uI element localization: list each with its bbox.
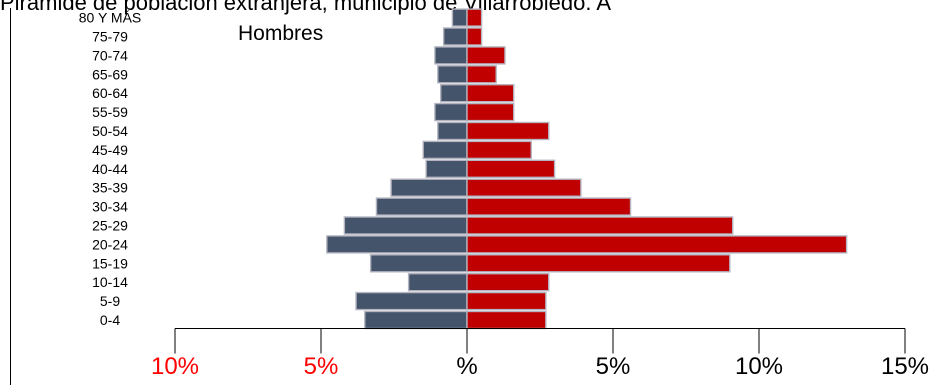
age-group-label: 20-24: [92, 236, 128, 252]
plot-frame: [10, 8, 941, 385]
male-bar-60-64: [440, 83, 468, 103]
x-tick-label: 10%: [151, 353, 199, 380]
male-bar-5-9: [355, 291, 468, 311]
age-group-label: 15-19: [92, 255, 128, 271]
female-bar-65-69: [466, 65, 497, 84]
female-bar-70-74: [466, 46, 506, 65]
age-group-label: 30-34: [92, 199, 128, 215]
x-tick-label: %: [456, 353, 477, 380]
female-bar-35-39: [466, 178, 582, 197]
male-bar-80-y-más: [451, 8, 468, 27]
age-group-label: 75-79: [92, 29, 128, 45]
male-bar-0-4: [364, 310, 468, 330]
x-tick-label: 5%: [596, 353, 631, 380]
age-group-label: 35-39: [92, 180, 128, 196]
female-bar-75-79: [466, 27, 483, 46]
age-group-label: 5-9: [100, 293, 120, 309]
x-tick-label: 15%: [881, 353, 929, 380]
x-tick-label: 5%: [304, 353, 339, 380]
male-bar-55-59: [434, 102, 468, 122]
age-group-label: 60-64: [92, 85, 128, 101]
female-bar-0-4: [466, 310, 547, 330]
female-bar-20-24: [466, 235, 848, 254]
female-bar-5-9: [466, 291, 547, 311]
female-bar-10-14: [466, 273, 550, 292]
female-bar-40-44: [466, 159, 556, 179]
female-bar-50-54: [466, 121, 550, 141]
legend-label-hombres: Hombres: [238, 22, 323, 45]
male-bar-50-54: [437, 121, 468, 141]
age-group-label: 65-69: [92, 66, 128, 82]
male-bar-75-79: [442, 27, 468, 46]
male-bar-40-44: [425, 159, 468, 179]
male-bar-15-19: [369, 254, 468, 273]
male-bar-25-29: [343, 216, 468, 235]
male-bar-45-49: [422, 140, 468, 160]
age-group-label: 55-59: [92, 104, 128, 120]
male-bar-20-24: [326, 235, 468, 254]
age-group-label: 50-54: [92, 123, 128, 139]
male-bar-35-39: [390, 178, 468, 197]
female-bar-25-29: [466, 216, 734, 235]
male-bar-30-34: [375, 197, 468, 216]
female-bar-15-19: [466, 254, 731, 273]
age-group-label: 10-14: [92, 274, 128, 290]
age-group-label: 45-49: [92, 142, 128, 158]
female-bar-80-y-más: [466, 8, 483, 27]
female-bar-55-59: [466, 102, 515, 122]
female-bar-45-49: [466, 140, 532, 160]
age-group-label: 40-44: [92, 161, 128, 177]
male-bar-70-74: [434, 46, 468, 65]
female-bar-30-34: [466, 197, 632, 216]
female-bar-60-64: [466, 83, 515, 103]
age-group-label: 0-4: [100, 312, 120, 328]
x-tick-label: 10%: [735, 353, 783, 380]
age-group-label: 25-29: [92, 218, 128, 234]
age-group-label: 70-74: [92, 47, 128, 63]
age-group-label: 80 Y MÁS: [79, 10, 142, 26]
male-bar-10-14: [407, 273, 468, 292]
male-bar-65-69: [437, 65, 468, 84]
